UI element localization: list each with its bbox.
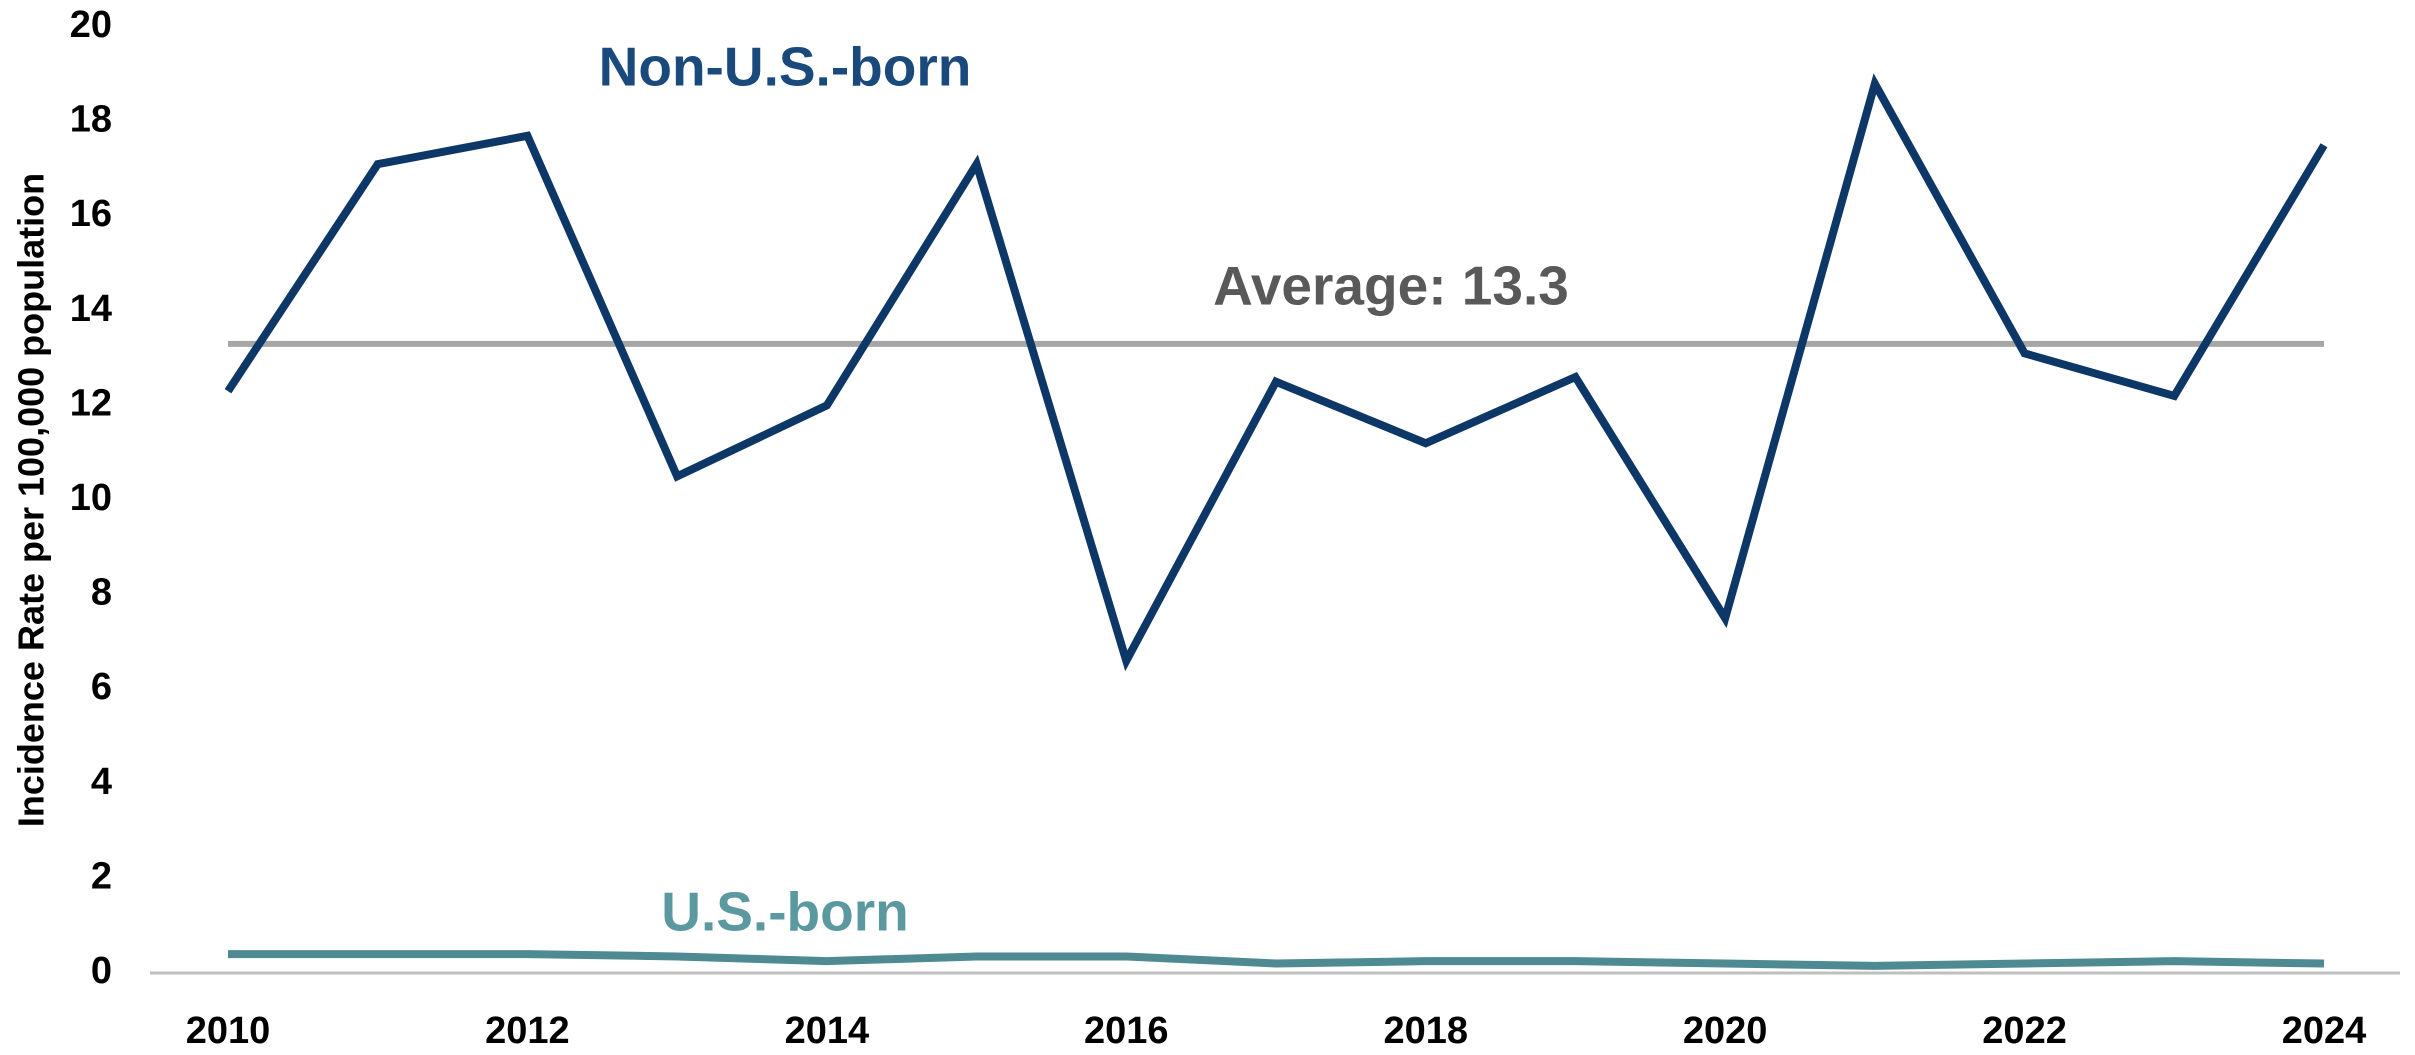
y-tick-label: 16	[70, 193, 112, 235]
y-tick-label: 12	[70, 382, 112, 424]
y-tick-label: 0	[91, 950, 112, 992]
x-tick-label: 2014	[785, 1010, 870, 1052]
x-tick-label: 2022	[1982, 1010, 2067, 1052]
x-tick-label: 2018	[1383, 1010, 1468, 1052]
y-tick-label: 2	[91, 855, 112, 897]
y-tick-label: 4	[91, 761, 112, 803]
y-tick-label: 20	[70, 4, 112, 46]
series-line	[224, 73, 2328, 672]
y-tick-label: 18	[70, 99, 112, 141]
y-tick-label: 14	[70, 288, 112, 330]
y-tick-label: 6	[91, 666, 112, 708]
series-label: Non-U.S.-born	[599, 36, 972, 98]
x-tick-label: 2024	[2282, 1010, 2367, 1052]
x-tick-label: 2010	[186, 1010, 271, 1052]
average-label: Average: 13.3	[1213, 255, 1569, 317]
series-label: U.S.-born	[661, 881, 908, 943]
x-tick-label: 2016	[1084, 1010, 1169, 1052]
y-tick-label: 8	[91, 572, 112, 614]
y-axis-label: Incidence Rate per 100,000 population	[11, 173, 52, 827]
series-line	[228, 950, 2325, 970]
y-tick-label: 10	[70, 477, 112, 519]
x-tick-label: 2020	[1683, 1010, 1768, 1052]
x-tick-label: 2012	[485, 1010, 570, 1052]
